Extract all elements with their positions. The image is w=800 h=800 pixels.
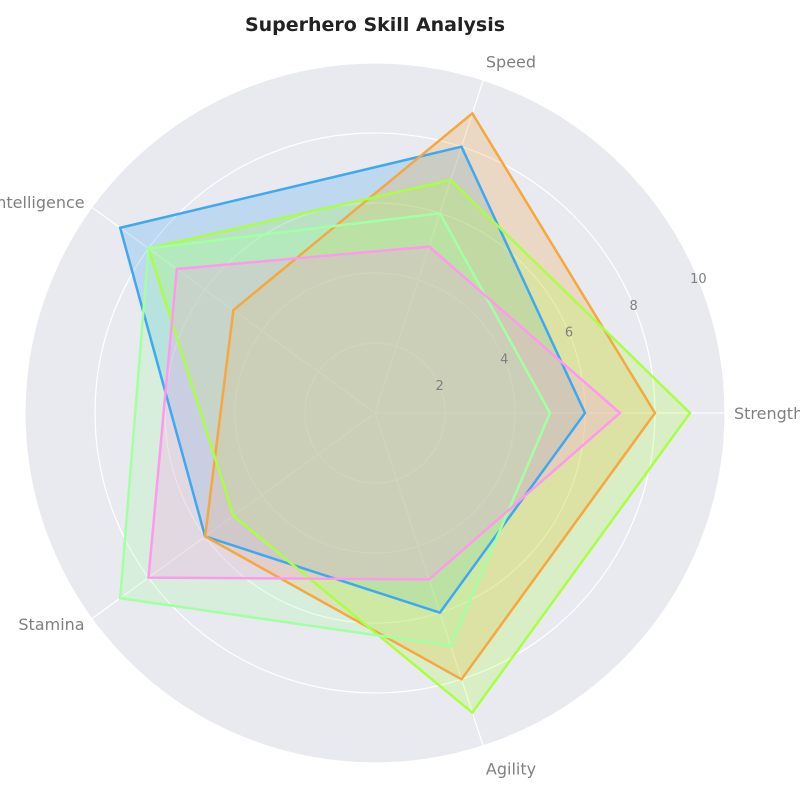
radar-labels: 2 4 6 8 10 Strength Speed Intelligence Stamina Ag…	[0, 53, 800, 779]
axis-label-intelligence: Intelligence	[0, 193, 85, 212]
series-2-line	[203, 111, 657, 681]
series-1-line	[118, 145, 587, 615]
axis-label-agility: Agility	[486, 759, 536, 778]
chart-title: Superhero Skill Analysis	[244, 14, 506, 36]
tick-label-10: 10	[690, 272, 707, 287]
axis-label-speed: Speed	[486, 53, 536, 72]
axis-label-strength: Strength	[734, 404, 800, 423]
series-5-line	[147, 245, 622, 581]
series-2-area	[205, 113, 655, 680]
tick-label-8: 8	[630, 299, 638, 314]
series-4-area	[120, 213, 550, 647]
tick-label-6: 6	[565, 326, 573, 341]
tick-label-2: 2	[436, 379, 444, 394]
radar-series	[118, 111, 692, 715]
axis-label-stamina: Stamina	[18, 615, 84, 634]
series-3-area	[148, 180, 690, 713]
tick-label-4: 4	[500, 352, 508, 367]
series-5-area	[148, 246, 620, 580]
series-3-line	[146, 178, 692, 715]
series-4-line	[118, 211, 552, 648]
